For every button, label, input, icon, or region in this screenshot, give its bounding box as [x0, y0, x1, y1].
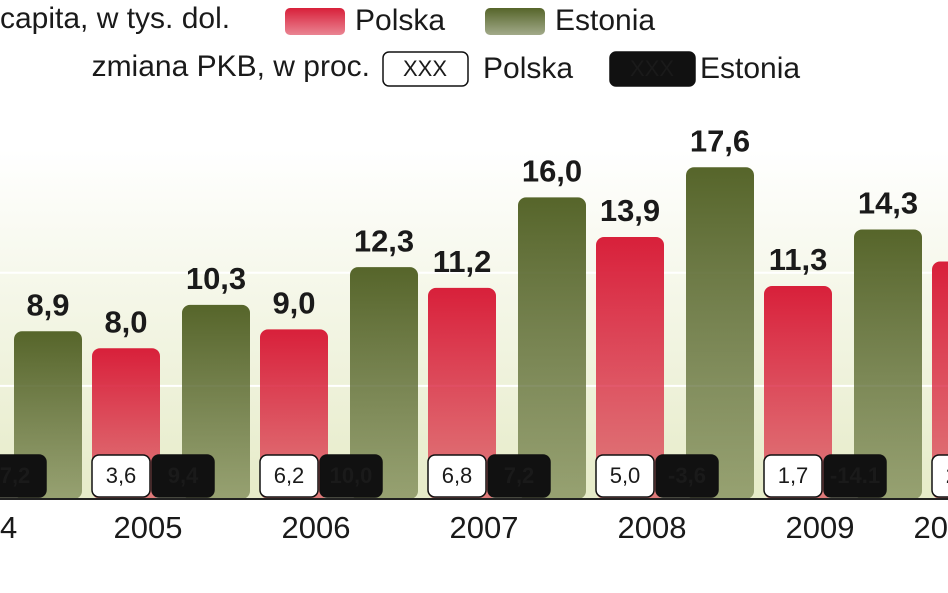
growth-legend-title: zmiana PKB, w proc.	[92, 50, 370, 83]
growth-box	[487, 454, 551, 498]
growth-label: 1,7	[778, 463, 809, 488]
growth-box	[427, 454, 487, 498]
value-label: 11,2	[433, 244, 492, 279]
legend-label: Polska	[355, 4, 445, 37]
growth-box	[0, 454, 47, 498]
legend-swatch	[609, 51, 696, 87]
value-label: 11,3	[769, 242, 828, 277]
bar	[350, 267, 418, 499]
growth-label: 7,2	[0, 463, 30, 488]
legend-sample: XXX	[403, 56, 447, 81]
bar	[854, 229, 922, 499]
x-tick-label: 20	[914, 510, 948, 545]
growth-label: 9,4	[168, 463, 199, 488]
value-label: 17,6	[690, 123, 750, 158]
growth-box	[595, 454, 655, 498]
bar	[764, 285, 832, 499]
x-tick-label: 2006	[282, 510, 351, 545]
value-label: 8,9	[26, 287, 69, 322]
legend-swatch	[382, 51, 469, 87]
growth-box	[91, 454, 151, 498]
growth-box	[151, 454, 215, 498]
bar	[932, 261, 948, 499]
growth-label: 5,0	[610, 463, 641, 488]
value-label: 14,3	[858, 186, 918, 221]
legend-label: Estonia	[700, 52, 800, 85]
value-label: 8,0	[104, 304, 147, 339]
value-label: 12,3	[354, 223, 414, 258]
bar	[182, 304, 250, 499]
growth-box	[931, 454, 948, 498]
growth-label: -14.1	[830, 463, 880, 488]
bar	[596, 236, 664, 500]
bar	[428, 287, 496, 499]
legend-swatch	[485, 8, 545, 35]
growth-label: 6,2	[274, 463, 305, 488]
value-label: 13,9	[600, 193, 660, 228]
growth-box	[259, 454, 319, 498]
value-label: 9,0	[272, 286, 315, 321]
x-tick-label: 2008	[618, 510, 687, 545]
growth-label: 2,7	[946, 463, 948, 488]
value-label: 10,3	[186, 261, 246, 296]
legend-title: capita, w tys. dol.	[0, 2, 230, 35]
growth-label: 7,2	[504, 463, 535, 488]
x-tick-label: 2007	[450, 510, 519, 545]
growth-label: -3,6	[668, 463, 706, 488]
growth-label: 3,6	[106, 463, 137, 488]
growth-label: 6,8	[442, 463, 473, 488]
legend-swatch	[285, 8, 345, 35]
legend-label: Estonia	[555, 4, 655, 37]
bar	[518, 197, 586, 499]
growth-box	[655, 454, 719, 498]
growth-box	[823, 454, 887, 498]
growth-box	[319, 454, 383, 498]
growth-box	[763, 454, 823, 498]
x-tick-label: 2009	[786, 510, 855, 545]
legend-label: Polska	[483, 52, 573, 85]
x-tick-label: 4	[0, 510, 17, 545]
legend-sample: XXX	[630, 56, 674, 81]
growth-label: 10,0	[330, 463, 373, 488]
bar	[686, 167, 754, 500]
value-label: 16,0	[522, 154, 582, 189]
x-tick-label: 2005	[114, 510, 183, 545]
